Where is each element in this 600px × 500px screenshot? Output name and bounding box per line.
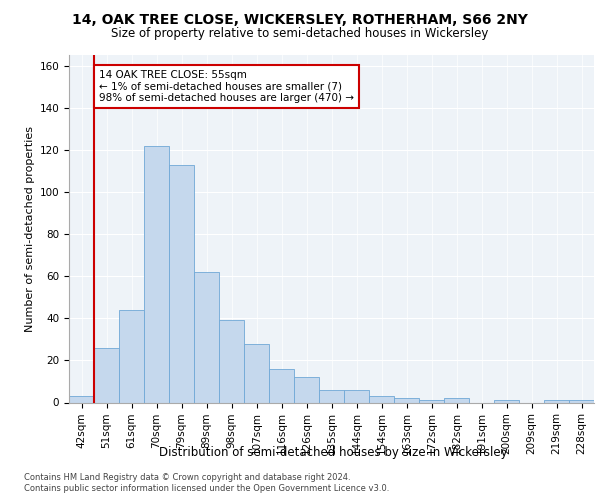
Bar [369, 396, 394, 402]
Bar [194, 272, 219, 402]
Bar [269, 369, 294, 402]
Bar [69, 396, 94, 402]
Bar [569, 400, 594, 402]
Bar [419, 400, 444, 402]
Bar [144, 146, 169, 402]
Bar [169, 164, 194, 402]
Text: Size of property relative to semi-detached houses in Wickersley: Size of property relative to semi-detach… [112, 28, 488, 40]
Bar [544, 400, 569, 402]
Text: Distribution of semi-detached houses by size in Wickersley: Distribution of semi-detached houses by … [158, 446, 508, 459]
Text: Contains public sector information licensed under the Open Government Licence v3: Contains public sector information licen… [24, 484, 389, 493]
Text: 14, OAK TREE CLOSE, WICKERSLEY, ROTHERHAM, S66 2NY: 14, OAK TREE CLOSE, WICKERSLEY, ROTHERHA… [72, 12, 528, 26]
Bar [319, 390, 344, 402]
Text: Contains HM Land Registry data © Crown copyright and database right 2024.: Contains HM Land Registry data © Crown c… [24, 472, 350, 482]
Bar [394, 398, 419, 402]
Bar [344, 390, 369, 402]
Y-axis label: Number of semi-detached properties: Number of semi-detached properties [25, 126, 35, 332]
Bar [494, 400, 519, 402]
Bar [119, 310, 144, 402]
Bar [294, 377, 319, 402]
Bar [244, 344, 269, 402]
Bar [444, 398, 469, 402]
Bar [219, 320, 244, 402]
Bar [94, 348, 119, 403]
Text: 14 OAK TREE CLOSE: 55sqm
← 1% of semi-detached houses are smaller (7)
98% of sem: 14 OAK TREE CLOSE: 55sqm ← 1% of semi-de… [99, 70, 354, 103]
